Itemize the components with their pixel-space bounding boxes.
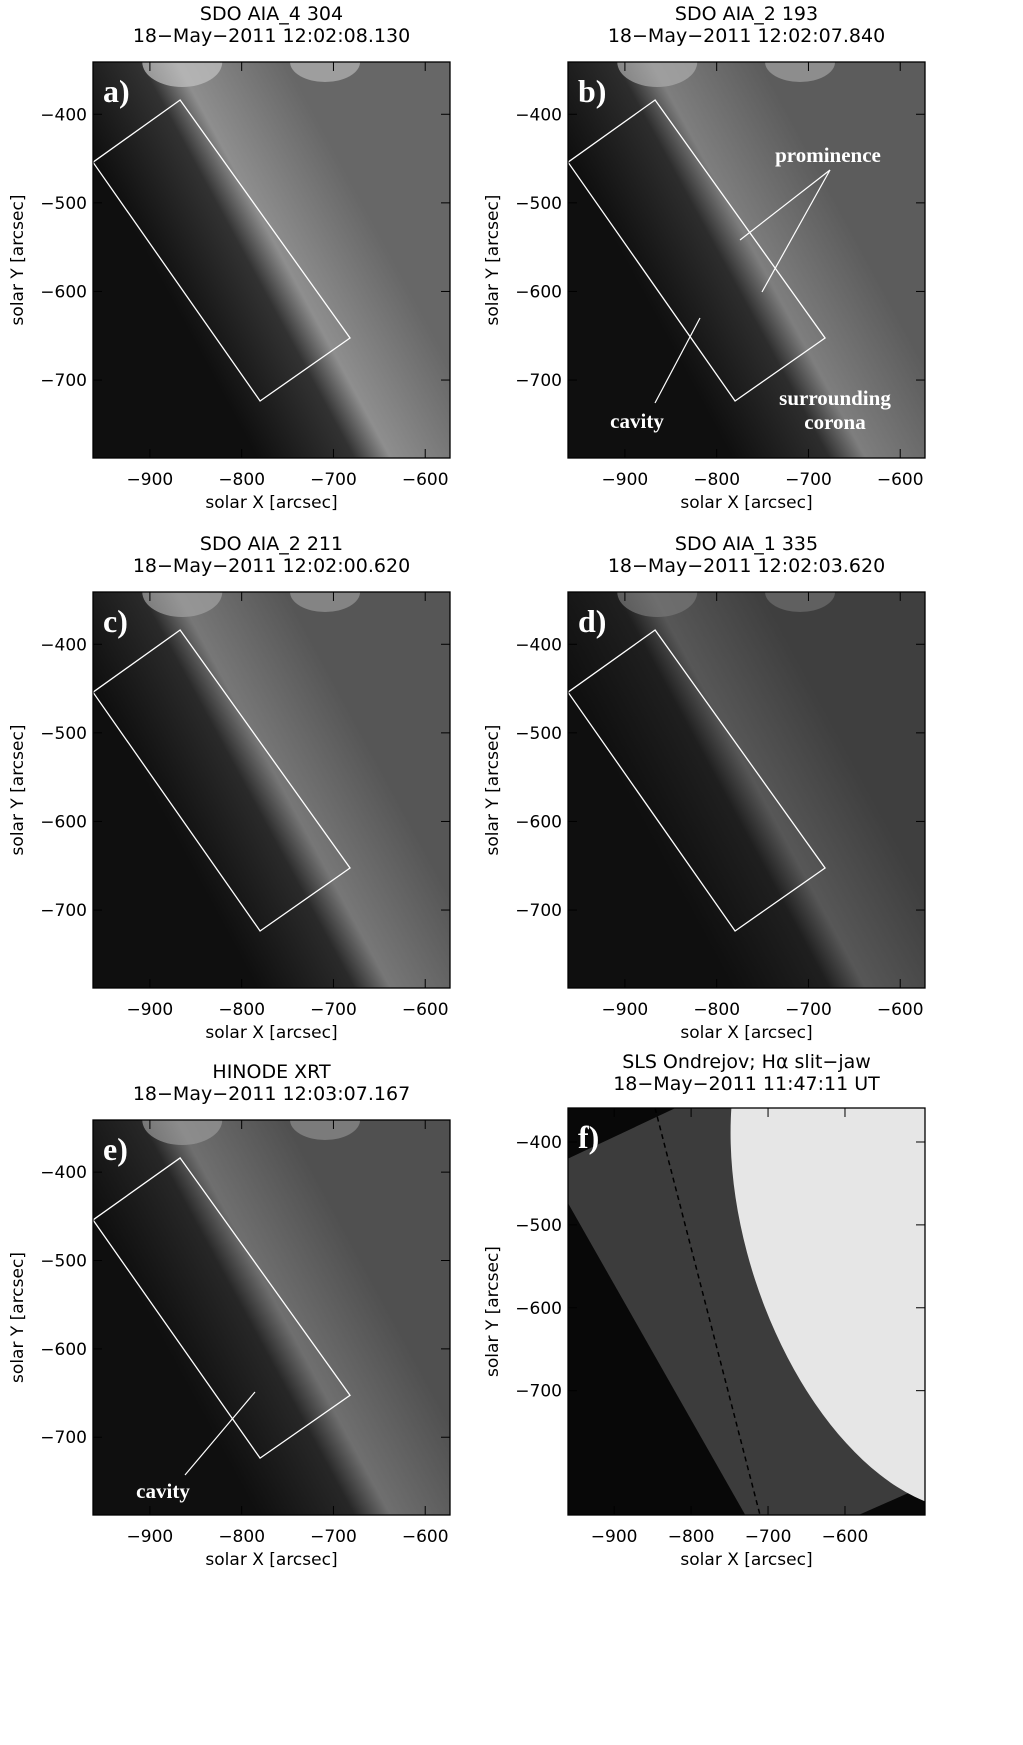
y-tick-label: −400	[515, 1133, 562, 1153]
panel-title: HINODE XRT	[212, 1061, 331, 1083]
image-background	[568, 592, 925, 988]
x-axis-label: solar X [arcsec]	[205, 493, 337, 513]
panel-title: 18−May−2011 11:47:11 UT	[613, 1073, 880, 1095]
y-tick-label: −500	[40, 724, 87, 744]
x-tick-label: −800	[668, 1527, 715, 1547]
x-tick-label: −700	[785, 1000, 832, 1020]
y-tick-label: −500	[515, 1216, 562, 1236]
image-background	[93, 62, 450, 458]
y-tick-label: −600	[40, 282, 87, 302]
x-tick-label: −800	[693, 1000, 740, 1020]
y-tick-label: −600	[515, 282, 562, 302]
x-tick-label: −900	[127, 470, 174, 490]
panel-title: 18−May−2011 12:02:08.130	[133, 25, 410, 47]
y-axis-label: solar Y [arcsec]	[483, 1246, 503, 1377]
y-tick-label: −500	[515, 724, 562, 744]
y-tick-label: −500	[40, 194, 87, 214]
x-tick-label: −700	[310, 1527, 357, 1547]
x-tick-label: −700	[745, 1527, 792, 1547]
y-tick-label: −600	[515, 1299, 562, 1319]
panel: HINODE XRT18−May−2011 12:03:07.167 e) −900…	[8, 1061, 450, 1570]
figure: SDO AIA_4 30418−May−2011 12:02:08.130a)−…	[0, 0, 1023, 1740]
annotation: corona	[804, 410, 866, 434]
y-tick-label: −700	[40, 901, 87, 921]
x-tick-label: −600	[877, 1000, 924, 1020]
panel-label: e)	[103, 1131, 128, 1167]
panel-title: 18−May−2011 12:02:00.620	[133, 555, 410, 577]
annotation: cavity	[136, 1479, 190, 1503]
x-axis-label: solar X [arcsec]	[205, 1023, 337, 1043]
panel-title: SDO AIA_1 335	[675, 533, 818, 555]
y-axis-label: solar Y [arcsec]	[8, 1252, 28, 1383]
image	[568, 567, 925, 988]
y-tick-label: −700	[515, 901, 562, 921]
y-tick-label: −400	[40, 105, 87, 125]
y-tick-label: −700	[515, 1382, 562, 1402]
y-axis-label: solar Y [arcsec]	[483, 725, 503, 856]
x-tick-label: −900	[602, 470, 649, 490]
y-tick-label: −700	[40, 1428, 87, 1448]
panel-label: d)	[578, 603, 606, 639]
y-tick-label: −400	[515, 105, 562, 125]
x-tick-label: −600	[402, 470, 449, 490]
x-axis-label: solar X [arcsec]	[680, 1550, 812, 1570]
x-tick-label: −700	[310, 470, 357, 490]
y-tick-label: −600	[40, 1340, 87, 1360]
annotation: prominence	[775, 143, 881, 167]
y-tick-label: −500	[515, 194, 562, 214]
y-tick-label: −400	[515, 635, 562, 655]
x-axis-label: solar X [arcsec]	[680, 1023, 812, 1043]
image	[93, 567, 450, 988]
y-tick-label: −600	[515, 812, 562, 832]
x-tick-label: −600	[402, 1527, 449, 1547]
x-tick-label: −700	[310, 1000, 357, 1020]
panel-label: f)	[578, 1119, 599, 1155]
image-background	[93, 1120, 450, 1515]
y-tick-label: −700	[40, 371, 87, 391]
panel-title: 18−May−2011 12:03:07.167	[133, 1083, 410, 1105]
x-tick-label: −900	[602, 1000, 649, 1020]
y-tick-label: −600	[40, 812, 87, 832]
panel-label: c)	[103, 603, 128, 639]
y-tick-label: −400	[40, 1163, 87, 1183]
image	[93, 37, 450, 458]
annotation: cavity	[610, 409, 664, 433]
panel-label: b)	[578, 73, 606, 109]
panel-title: SDO AIA_2 211	[200, 533, 343, 555]
panel-title: SDO AIA_4 304	[200, 3, 343, 25]
x-tick-label: −800	[693, 470, 740, 490]
y-axis-label: solar Y [arcsec]	[483, 195, 503, 326]
image	[93, 1095, 450, 1515]
y-tick-label: −400	[40, 635, 87, 655]
image-background	[93, 592, 450, 988]
y-tick-label: −700	[515, 371, 562, 391]
x-tick-label: −800	[218, 1527, 265, 1547]
y-tick-label: −500	[40, 1252, 87, 1272]
annotation: surrounding	[779, 386, 891, 410]
y-axis-label: solar Y [arcsec]	[8, 195, 28, 326]
panel-title: SLS Ondrejov; Hα slit−jaw	[622, 1051, 871, 1073]
panel-title: 18−May−2011 12:02:07.840	[608, 25, 885, 47]
panel-label: a)	[103, 73, 130, 109]
x-tick-label: −900	[127, 1527, 174, 1547]
x-tick-label: −600	[877, 470, 924, 490]
y-axis-label: solar Y [arcsec]	[8, 725, 28, 856]
x-tick-label: −600	[822, 1527, 869, 1547]
x-axis-label: solar X [arcsec]	[205, 1550, 337, 1570]
x-tick-label: −700	[785, 470, 832, 490]
x-axis-label: solar X [arcsec]	[680, 493, 812, 513]
x-tick-label: −800	[218, 470, 265, 490]
x-tick-label: −600	[402, 1000, 449, 1020]
x-tick-label: −800	[218, 1000, 265, 1020]
panel-title: 18−May−2011 12:02:03.620	[608, 555, 885, 577]
x-tick-label: −900	[591, 1527, 638, 1547]
x-tick-label: −900	[127, 1000, 174, 1020]
panel-title: SDO AIA_2 193	[675, 3, 818, 25]
